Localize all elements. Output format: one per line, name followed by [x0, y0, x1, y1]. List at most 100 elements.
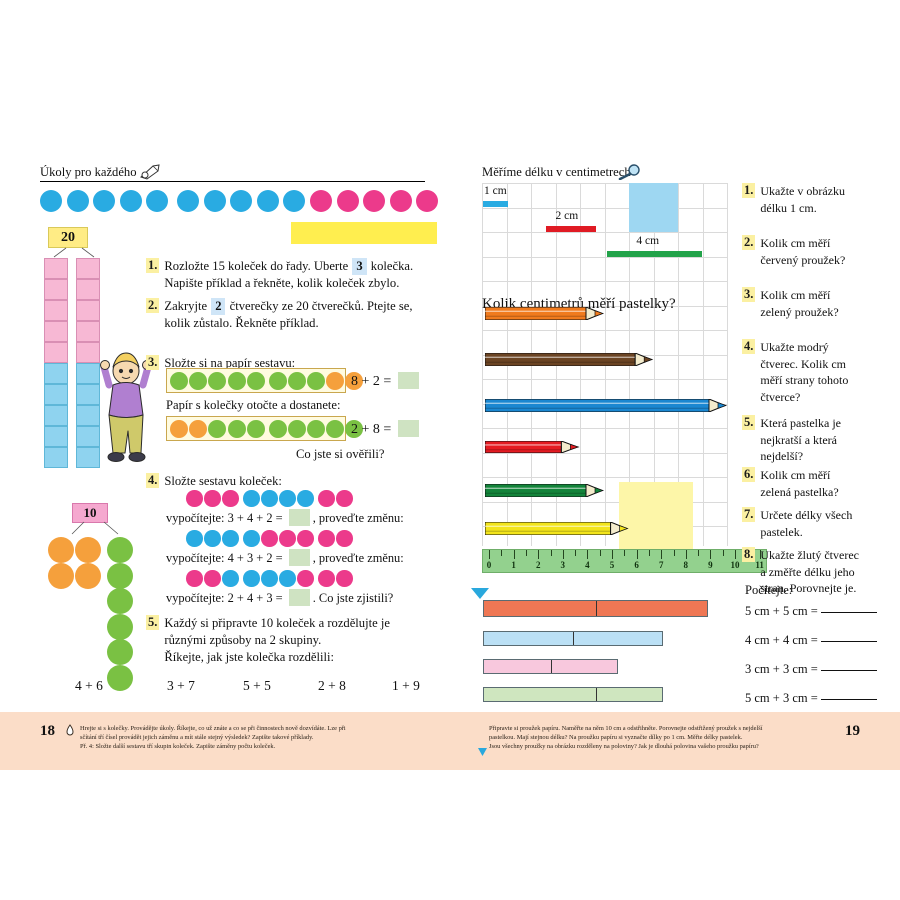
- tower-cell: [76, 405, 100, 426]
- top-circle-blue: [119, 190, 142, 212]
- pencil-red: [484, 440, 583, 454]
- grid-line-h: [482, 305, 727, 307]
- tower-tag-20: 20: [48, 227, 88, 248]
- task4-circle: [261, 570, 278, 587]
- answer-box[interactable]: [288, 589, 310, 606]
- group-circle-green: [107, 588, 133, 614]
- grid-line-h: [482, 379, 727, 380]
- task-body: Která pastelka je nejkratší a která nejdel…: [760, 416, 841, 463]
- task4-circle: [297, 570, 314, 587]
- ruler-tick-major: [759, 550, 761, 559]
- top-circle-pink: [416, 190, 439, 212]
- group-tag-10: 10: [72, 503, 108, 523]
- strip-circle: [246, 419, 265, 438]
- task4-circle: [243, 570, 260, 587]
- ruler-tick-major: [685, 550, 687, 559]
- cm-strip-label: 4 cm: [636, 235, 660, 247]
- task-body: Ukažte modrý čtverec. Kolik cm měří strany…: [760, 340, 849, 404]
- tower-cell: [44, 384, 68, 405]
- top-circle-pink: [389, 190, 412, 212]
- ruler-tick-minor: [501, 550, 503, 556]
- ruler-tick-major: [735, 550, 736, 559]
- answer-line[interactable]: [820, 670, 877, 671]
- left-task-3: 3. Složte si na papír sestavu:: [146, 355, 446, 372]
- task4-circle: [261, 490, 278, 507]
- grid-line-h: [482, 232, 727, 233]
- task4-circle: [297, 490, 314, 507]
- calc-row: 5 cm + 3 cm =: [745, 691, 877, 706]
- top-circle-pink: [363, 190, 386, 212]
- strip-circle: [287, 371, 306, 390]
- strip-circle: [326, 419, 345, 438]
- inline-value: 3: [352, 258, 367, 275]
- tower-cell: [76, 384, 100, 405]
- answer-box[interactable]: [288, 549, 310, 566]
- answer-line[interactable]: [820, 699, 877, 700]
- task-number: 4.: [146, 473, 160, 488]
- grid-line-h: [482, 428, 727, 429]
- grid-line-v: [653, 183, 655, 546]
- triangle-bullet-icon: [477, 744, 488, 756]
- answer-line[interactable]: [820, 641, 877, 642]
- task-body: Ukažte v obrázku délku 1 cm.: [760, 184, 846, 215]
- task-body: Rozložte 15 koleček do řady. Uberte 3 ko…: [164, 258, 414, 290]
- ruler-tick-major: [612, 550, 613, 559]
- measure-bar: [483, 687, 664, 702]
- top-circle-blue: [256, 190, 279, 212]
- grid-line-h: [482, 330, 727, 331]
- strip-equation: 2 + 8 =: [351, 420, 422, 438]
- ruler-number: 6: [634, 560, 639, 570]
- top-circle-blue: [283, 190, 306, 212]
- ruler-tick-minor: [525, 550, 527, 556]
- right-task-7: 7. Určete délky všech pastelek.: [742, 507, 892, 540]
- left-task-5: 5. Každý si připravte 10 koleček a rozděl…: [146, 615, 446, 666]
- measure-bar: [483, 631, 664, 646]
- ruler-tick-major: [636, 550, 638, 559]
- strip-circle: [306, 371, 325, 390]
- pen-icon: [64, 723, 76, 736]
- answer-box[interactable]: [397, 420, 419, 437]
- strip-circle: [189, 371, 208, 390]
- grid-line-h: [482, 501, 727, 503]
- tower-connectors: [44, 246, 104, 258]
- task4-circle: [222, 490, 239, 507]
- split-option: 1 + 9: [392, 678, 420, 693]
- split-option: 5 + 5: [243, 678, 271, 693]
- tower-cell: [44, 363, 68, 384]
- strip-circle: [246, 371, 265, 390]
- tower-cell: [44, 279, 68, 300]
- answer-box[interactable]: [288, 509, 310, 526]
- answer-line[interactable]: [820, 612, 877, 613]
- ruler-tick-minor: [673, 550, 675, 556]
- task4-circle: [261, 530, 278, 547]
- strip-equation: 8 + 2 =: [351, 372, 422, 390]
- task4-circle: [336, 530, 353, 547]
- cm-strip-label: 1 cm: [484, 185, 507, 197]
- group-circle-orange: [48, 537, 74, 563]
- task4-circle: [222, 570, 239, 587]
- answer-box[interactable]: [397, 372, 419, 389]
- cm-strip-label: 2 cm: [555, 210, 579, 222]
- pencil-yellow: [484, 521, 633, 536]
- pencil-brown: [484, 352, 657, 367]
- ruler-tick-minor: [722, 550, 724, 556]
- ruler-tick-minor: [624, 550, 626, 556]
- split-option: 3 + 7: [167, 678, 195, 693]
- task-body: Složte si na papír sestavu:: [164, 356, 296, 370]
- ruler-tick-major: [661, 550, 663, 559]
- strip-circle: [345, 419, 364, 438]
- strip-circle: [306, 419, 325, 438]
- task-number: 5.: [742, 415, 756, 430]
- pencil-green: [484, 483, 608, 498]
- blue-square: [629, 183, 678, 232]
- task-body: Kolik cm měří zelený proužek?: [760, 288, 839, 319]
- task-body: Určete délky všech pastelek.: [760, 508, 853, 539]
- right-task-8: 8. Ukažte žlutý čtverec a změřte délku jeh…: [742, 547, 892, 597]
- grid-line-h: [482, 256, 727, 258]
- task4-circle: [279, 490, 296, 507]
- task4-circle: [204, 530, 221, 547]
- task-number: 6.: [742, 467, 756, 482]
- child-illustration: [100, 345, 152, 475]
- tower-cell: [44, 258, 68, 279]
